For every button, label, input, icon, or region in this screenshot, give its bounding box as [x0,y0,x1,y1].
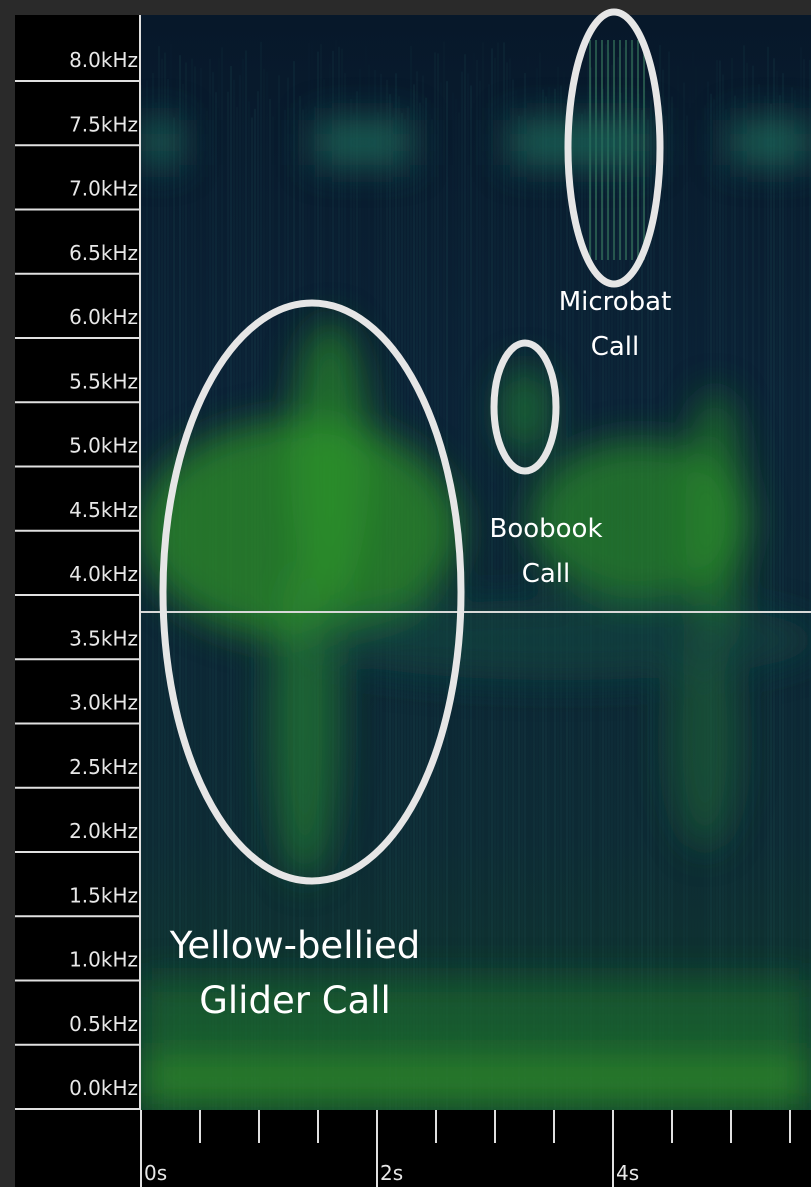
y-tick-label: 1.5kHz [69,883,138,907]
y-tick-label: 5.5kHz [69,369,138,393]
y-tick-label: 1.0kHz [69,948,138,972]
y-tick-label: 8.0kHz [69,48,138,72]
y-tick-label: 7.5kHz [69,112,138,136]
annotation-text: Call [591,332,640,362]
y-tick-label: 3.0kHz [69,691,138,715]
y-tick-label: 6.5kHz [69,241,138,265]
y-tick-label: 2.0kHz [69,819,138,843]
x-tick-label: 4s [616,1161,639,1185]
y-tick-label: 5.0kHz [69,434,138,458]
x-tick-label: 2s [380,1161,403,1185]
x-axis-panel [15,1110,811,1187]
y-tick-label: 4.0kHz [69,562,138,586]
y-tick-label: 6.0kHz [69,305,138,329]
annotation-text: Microbat [559,287,672,317]
annotation-text: Boobook [489,514,602,544]
y-tick-label: 7.0kHz [69,177,138,201]
y-tick-label: 0.5kHz [69,1012,138,1036]
annotation-text: Yellow-bellied [169,924,421,967]
y-tick-label: 0.0kHz [69,1076,138,1100]
y-tick-label: 3.5kHz [69,626,138,650]
annotation-text: Glider Call [199,979,391,1022]
y-tick-label: 2.5kHz [69,755,138,779]
page: {"y_axis": {"labels": ["8.0kHz", "7.5kHz… [0,0,811,1187]
x-tick-label: 0s [144,1161,167,1185]
y-tick-label: 4.5kHz [69,498,138,522]
annotation-text: Call [522,559,571,589]
spectrogram-screenshot: 8.0kHz 7.5kHz 7.0kHz 6.5kHz 6.0kHz 5.5kHz 5.0k… [0,0,811,1187]
